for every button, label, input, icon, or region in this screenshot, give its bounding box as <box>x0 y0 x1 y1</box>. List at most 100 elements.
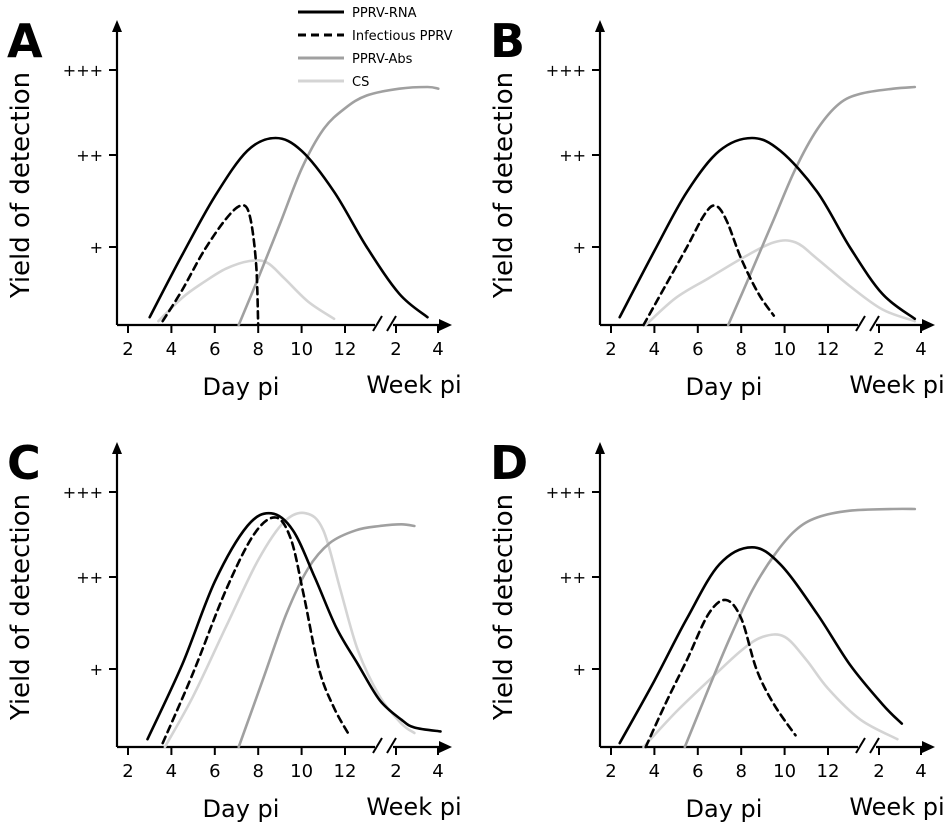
y-tick-label: + <box>573 238 586 257</box>
y-tick-label: +++ <box>63 61 103 80</box>
y-tick-label: + <box>90 238 103 257</box>
x-week-tick-label: 4 <box>432 761 443 782</box>
x-axis-label-week: Week pi <box>366 793 461 821</box>
series-line-cs <box>163 511 416 749</box>
x-week-tick-label: 4 <box>915 761 926 782</box>
x-tick-label: 4 <box>166 761 177 782</box>
x-tick-label: 2 <box>122 761 133 782</box>
x-tick-label: 2 <box>605 761 616 782</box>
series-line-pprv-rna <box>146 511 442 741</box>
y-axis-label: Yield of detection <box>489 494 519 721</box>
x-axis-arrow <box>922 319 935 331</box>
y-axis-label: Yield of detection <box>6 72 36 299</box>
series-line-infectious-pprv <box>161 204 260 327</box>
panel-letter: D <box>490 436 528 490</box>
x-axis-arrow <box>439 741 452 753</box>
series-line-pprv-abs <box>237 523 416 749</box>
x-axis-label-week: Week pi <box>849 371 944 399</box>
axis-break-mark <box>855 315 866 332</box>
x-tick-label: 12 <box>334 761 357 782</box>
x-tick-label: 8 <box>252 339 263 360</box>
y-axis-label: Yield of detection <box>489 72 519 299</box>
series-line-pprv-rna <box>148 136 429 319</box>
x-axis-label-day: Day pi <box>686 795 763 823</box>
x-tick-label: 6 <box>209 339 220 360</box>
series-line-pprv-abs <box>683 507 917 749</box>
y-tick-label: + <box>90 660 103 679</box>
y-tick-label: + <box>573 660 586 679</box>
panel-letter: C <box>7 436 41 490</box>
series-line-pprv-abs <box>237 85 440 327</box>
y-tick-label: ++ <box>559 146 586 165</box>
y-tick-label: ++ <box>76 568 103 587</box>
x-axis-label-day: Day pi <box>203 373 280 401</box>
x-axis-label-week: Week pi <box>366 371 461 399</box>
axis-break-mark <box>372 315 383 332</box>
series-line-cs <box>642 633 899 749</box>
axis-break-mark <box>372 737 383 754</box>
axis-break-mark <box>855 737 866 754</box>
x-tick-label: 2 <box>122 339 133 360</box>
axis-break-mark <box>386 315 397 332</box>
x-tick-label: 10 <box>290 339 313 360</box>
x-axis-arrow <box>439 319 452 331</box>
x-axis-arrow <box>922 741 935 753</box>
x-week-tick-label: 2 <box>873 761 884 782</box>
x-week-tick-label: 2 <box>390 339 401 360</box>
series-line-pprv-abs <box>726 85 917 327</box>
y-tick-label: ++ <box>76 146 103 165</box>
axis-break-mark <box>869 315 880 332</box>
y-axis-arrow <box>595 20 605 32</box>
panel-letter: A <box>7 14 43 68</box>
y-tick-label: ++ <box>559 568 586 587</box>
series-line-infectious-pprv <box>161 516 351 745</box>
panel-letter: B <box>490 14 525 68</box>
legend: PPRV-RNA Infectious PPRV PPRV-Abs CS <box>298 6 453 90</box>
y-axis-arrow <box>112 442 122 454</box>
y-tick-label: +++ <box>546 61 586 80</box>
series-line-infectious-pprv <box>642 204 776 327</box>
x-tick-label: 10 <box>290 761 313 782</box>
x-tick-label: 8 <box>735 339 746 360</box>
x-tick-label: 4 <box>166 339 177 360</box>
legend-label: Infectious PPRV <box>352 29 453 44</box>
series-line-cs <box>644 239 917 327</box>
y-axis-arrow <box>595 442 605 454</box>
x-tick-label: 2 <box>605 339 616 360</box>
y-axis-arrow <box>112 20 122 32</box>
legend-label: CS <box>352 75 369 90</box>
x-week-tick-label: 4 <box>432 339 443 360</box>
x-tick-label: 8 <box>252 761 263 782</box>
x-axis-label-day: Day pi <box>686 373 763 401</box>
x-tick-label: 10 <box>773 339 796 360</box>
x-week-tick-label: 4 <box>915 339 926 360</box>
y-axis-label: Yield of detection <box>6 494 36 721</box>
x-tick-label: 6 <box>209 761 220 782</box>
x-axis-label-week: Week pi <box>849 793 944 821</box>
x-tick-label: 4 <box>649 339 660 360</box>
y-tick-label: +++ <box>63 483 103 502</box>
x-tick-label: 12 <box>817 761 840 782</box>
series-line-pprv-rna <box>618 136 917 321</box>
series-line-cs <box>157 259 336 323</box>
series-line-infectious-pprv <box>644 598 797 749</box>
x-axis-label-day: Day pi <box>203 795 280 823</box>
x-tick-label: 6 <box>692 761 703 782</box>
x-week-tick-label: 2 <box>873 339 884 360</box>
x-tick-label: 4 <box>649 761 660 782</box>
x-tick-label: 8 <box>735 761 746 782</box>
axis-break-mark <box>869 737 880 754</box>
x-tick-label: 6 <box>692 339 703 360</box>
x-tick-label: 12 <box>334 339 357 360</box>
y-tick-label: +++ <box>546 483 586 502</box>
legend-label: PPRV-RNA <box>352 6 417 21</box>
legend-label: PPRV-Abs <box>352 52 413 67</box>
axis-break-mark <box>386 737 397 754</box>
x-tick-label: 10 <box>773 761 796 782</box>
x-week-tick-label: 2 <box>390 761 401 782</box>
